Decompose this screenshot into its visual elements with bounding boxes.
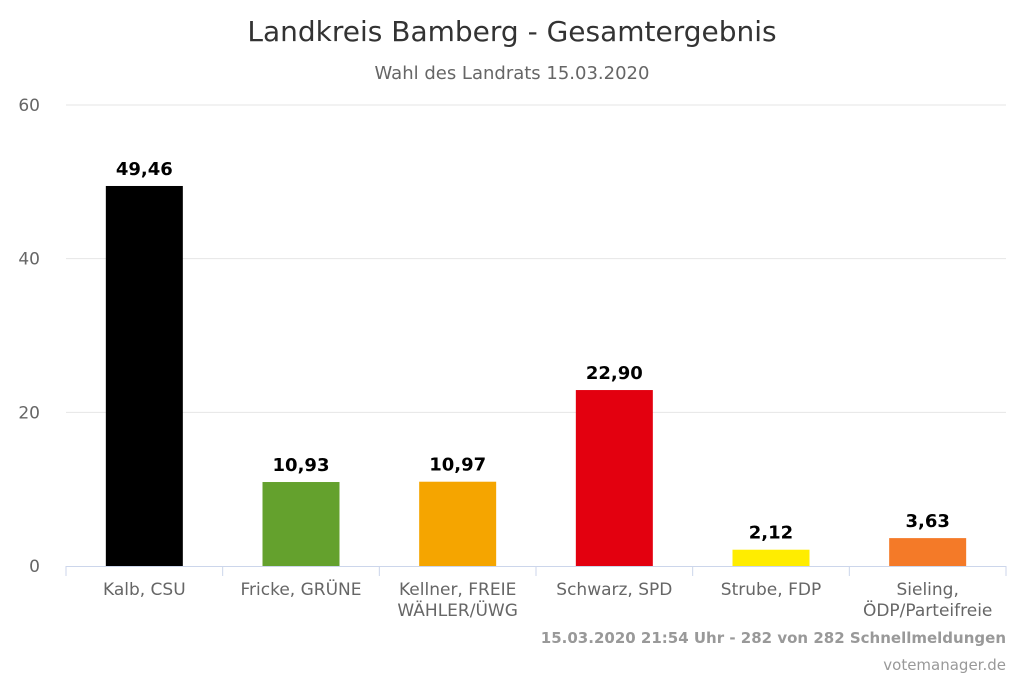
data-label: 49,46 <box>116 159 173 180</box>
x-tick-label: Sieling, ÖDP/Parteifreie <box>863 580 992 621</box>
bars <box>105 185 967 566</box>
data-label: 2,12 <box>749 523 793 544</box>
x-tick-label: Strube, FDP <box>721 580 821 600</box>
bar[interactable] <box>732 549 810 566</box>
data-label: 10,97 <box>429 455 486 476</box>
x-tick-label: Kalb, CSU <box>103 580 186 600</box>
y-axis-ticks: 0 20 40 60 <box>18 96 40 577</box>
footer-note: 15.03.2020 21:54 Uhr - 282 von 282 Schne… <box>541 629 1006 647</box>
bar[interactable] <box>889 538 967 566</box>
x-tick-label: Fricke, GRÜNE <box>241 578 362 600</box>
bar[interactable] <box>419 481 497 566</box>
bar[interactable] <box>105 185 183 566</box>
data-label: 10,93 <box>273 455 330 476</box>
chart-title: Landkreis Bamberg - Gesamtergebnis <box>247 15 776 48</box>
gridlines <box>66 104 1006 413</box>
y-tick-label: 0 <box>29 557 40 577</box>
chart-subtitle: Wahl des Landrats 15.03.2020 <box>375 63 650 84</box>
y-tick-label: 40 <box>18 250 40 270</box>
x-axis <box>65 566 1007 576</box>
credit-link[interactable]: votemanager.de <box>883 656 1006 674</box>
y-tick-label: 60 <box>18 96 40 116</box>
bar[interactable] <box>575 390 653 566</box>
x-tick-label: Schwarz, SPD <box>556 580 672 600</box>
data-label: 3,63 <box>905 511 949 532</box>
data-labels: 49,46 10,93 10,97 22,90 2,12 3,63 <box>116 159 950 544</box>
y-tick-label: 20 <box>18 403 40 423</box>
data-label: 22,90 <box>586 363 643 384</box>
bar[interactable] <box>262 482 340 566</box>
x-tick-label: Kellner, FREIE WÄHLER/ÜWG <box>397 580 517 621</box>
x-axis-labels: Kalb, CSU Fricke, GRÜNE Kellner, FREIE WÄHL… <box>103 578 992 621</box>
